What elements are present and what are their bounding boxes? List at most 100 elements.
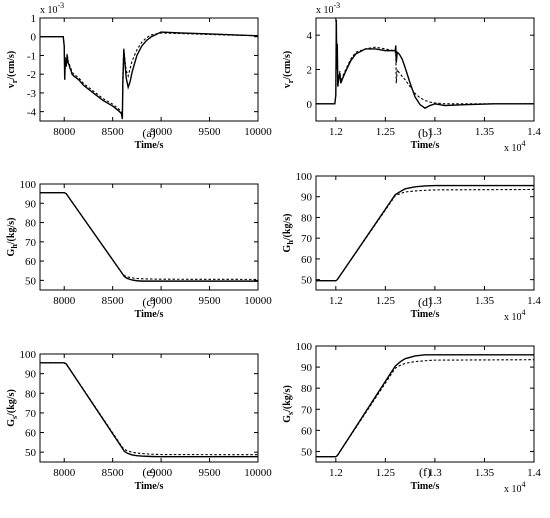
panel-b-series-dashed-line — [316, 23, 534, 105]
panel-f-y-tick-label: 100 — [296, 341, 313, 353]
panel-c-x-axis-label: Time/s — [135, 309, 164, 320]
panel-d-x-tick-label: 1.35 — [475, 295, 495, 307]
panel-e-x-tick-label: 8500 — [102, 467, 125, 479]
panel-e-y-tick-label: 80 — [25, 388, 37, 400]
panel-c-x-tick-label: 8000 — [53, 295, 76, 307]
panel-e-series-solid-line — [40, 362, 258, 458]
panel-d-x-axis-label: Time/s — [411, 309, 440, 320]
panel-f: 1.2 1.25 1.3 1.35 1.4 50 60 70 80 90 100 Time/s Gs/(… — [282, 341, 541, 495]
panel-f-caption: (f) — [419, 465, 431, 479]
panel-f-x-tick-label: 1.4 — [527, 467, 541, 479]
panel-b-x-multiplier: x 104 — [504, 139, 526, 154]
panel-b-y-multiplier: x 10-3 — [316, 1, 340, 16]
panel-d-y-tick-label: 50 — [301, 275, 313, 287]
panel-a-y-tick-label: -3 — [27, 88, 37, 100]
panel-c-x-tick-label: 9000 — [150, 295, 173, 307]
panel-d-x-tick-label: 1.2 — [329, 295, 343, 307]
panel-c-x-tick-label: 10000 — [244, 295, 272, 307]
panel-b-x-axis-label: Time/s — [411, 140, 440, 151]
panel-f-x-tick-label: 1.3 — [428, 467, 442, 479]
panel-b-x-tick-label: 1.35 — [475, 126, 495, 138]
panel-a-y-tick-label: -1 — [27, 50, 36, 62]
panel-f-x-axis-label: Time/s — [411, 481, 440, 492]
panel-a-y-tick-label: 1 — [31, 13, 37, 25]
panel-e-x-axis-label: Time/s — [135, 481, 164, 492]
panel-d-y-tick-label: 60 — [301, 254, 313, 266]
panel-a-y-multiplier: x 10-3 — [40, 1, 64, 16]
panel-e-x-tick-label: 9000 — [150, 467, 173, 479]
panel-f-y-axis-label: Gs/(kg/s) — [282, 385, 295, 423]
panel-c-x-tick-label: 9500 — [199, 295, 222, 307]
panel-a-x-axis-label: Time/s — [135, 140, 164, 151]
panel-f-y-tick-label: 80 — [301, 383, 313, 395]
panel-f-series-solid-line — [316, 354, 534, 458]
panel-f-x-tick-label: 1.25 — [376, 467, 396, 479]
panel-f-y-tick-label: 70 — [301, 404, 313, 416]
panel-c-caption: (c) — [142, 295, 155, 309]
panel-a-x-tick-label: 8500 — [102, 126, 125, 138]
panel-c-series-solid-line — [40, 191, 258, 282]
panel-e-x-tick-label: 8000 — [53, 467, 76, 479]
panel-c-y-tick-label: 70 — [25, 237, 37, 249]
panel-d-series-dashed-line — [316, 188, 534, 282]
panel-e-caption: (e) — [142, 465, 155, 479]
panel-b-series-solid-line — [316, 19, 534, 109]
panel-f-y-tick-label: 50 — [301, 446, 313, 458]
panel-e-y-tick-label: 50 — [25, 447, 37, 459]
panel-d-plot-frame — [315, 175, 535, 291]
panel-e: 8000 8500 9000 9500 10000 50 60 70 80 90 100 Time/s… — [6, 349, 272, 492]
panel-c-y-tick-label: 100 — [20, 179, 37, 191]
panel-e-series-dashed-line — [40, 362, 258, 456]
panel-d-x-tick-label: 1.3 — [428, 295, 442, 307]
panel-d-caption: (d) — [418, 295, 432, 309]
panel-b-y-axis-label: vr/(cm/s) — [282, 51, 295, 88]
panel-d-y-axis-label: Gh/(kg/s) — [282, 214, 295, 253]
panel-f-x-tick-label: 1.35 — [475, 467, 495, 479]
panel-b-x-tick-label: 1.4 — [527, 126, 541, 138]
panel-f-y-tick-label: 60 — [301, 425, 313, 437]
panel-a-x-tick-label: 10000 — [244, 126, 272, 138]
panel-d: 1.2 1.25 1.3 1.35 1.4 50 60 70 80 90 100 Time/s Gh/(… — [282, 171, 541, 323]
panel-b-plot-frame — [315, 17, 535, 122]
panel-e-y-tick-label: 60 — [25, 428, 37, 440]
panel-c-y-tick-label: 50 — [25, 275, 37, 287]
panel-c-plot-frame — [39, 183, 259, 291]
panel-c-y-tick-label: 90 — [25, 198, 37, 210]
panel-b-x-tick-label: 1.2 — [329, 126, 343, 138]
panel-a-series-solid-line — [40, 31, 258, 120]
panel-e-y-axis-label: Gs/(kg/s) — [6, 389, 19, 427]
panel-a-x-tick-label: 9500 — [199, 126, 222, 138]
panel-c-x-tick-label: 8500 — [102, 295, 125, 307]
panel-b-caption: (b) — [418, 126, 432, 140]
panel-f-x-multiplier: x 104 — [504, 480, 526, 495]
panel-e-y-tick-label: 100 — [20, 349, 37, 361]
panel-b-y-tick-label: 2 — [307, 65, 313, 77]
panel-b-y-tick-label: 4 — [307, 30, 313, 42]
panel-a-x-tick-label: 9000 — [150, 126, 173, 138]
panel-f-x-tick-label: 1.2 — [329, 467, 343, 479]
panel-d-y-tick-label: 70 — [301, 233, 313, 245]
panel-e-y-tick-label: 70 — [25, 408, 37, 420]
panel-e-y-tick-label: 90 — [25, 369, 37, 381]
panel-a-y-tick-label: 0 — [31, 32, 37, 44]
panel-b-x-tick-label: 1.25 — [376, 126, 396, 138]
panel-d-series-solid-line — [316, 184, 534, 282]
panel-a-caption: (a) — [142, 126, 155, 140]
panel-a-y-axis-label: vr/(cm/s) — [6, 51, 19, 88]
panel-f-plot-frame — [315, 345, 535, 463]
panel-d-y-tick-label: 80 — [301, 212, 313, 224]
panel-c: 8000 8500 9000 9500 10000 50 60 70 80 90 100 Time/s… — [6, 179, 272, 320]
panel-a-x-tick-label: 8000 — [53, 126, 76, 138]
panel-d-x-multiplier: x 104 — [504, 308, 526, 323]
panel-c-y-tick-label: 80 — [25, 218, 37, 230]
panel-e-x-tick-label: 9500 — [199, 467, 222, 479]
panel-a: 8000 8500 9000 9500 10000 -4 -3 -2 -1 0 1 Time/s vr/… — [6, 1, 272, 151]
panel-a-plot-frame — [39, 17, 259, 122]
panel-e-plot-frame — [39, 353, 259, 463]
panel-a-y-tick-label: -2 — [27, 69, 36, 81]
panel-d-x-tick-label: 1.25 — [376, 295, 396, 307]
panel-f-y-tick-label: 90 — [301, 362, 313, 374]
panel-b: 1.2 1.25 1.3 1.35 1.4 0 2 4 Time/s vr/(cm/s) x 10-… — [282, 1, 541, 154]
